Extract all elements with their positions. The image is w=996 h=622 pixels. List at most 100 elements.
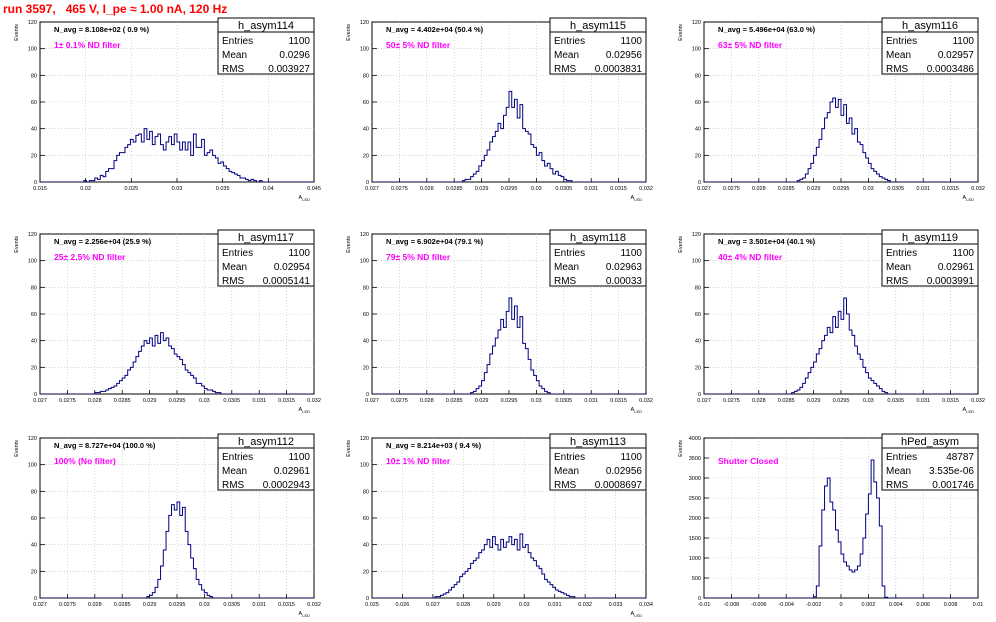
x-tick-label: 0.0275 <box>59 602 76 608</box>
stats-value-rms: 0.0003991 <box>927 276 975 287</box>
stats-label-entries: Entries <box>554 452 585 463</box>
x-axis-label-subscript: LED <box>966 409 974 414</box>
stats-value-rms: 0.003927 <box>268 64 310 75</box>
stats-label-rms: RMS <box>554 480 577 491</box>
x-tick-label: -0.01 <box>698 602 711 608</box>
stats-value-mean: 0.0296 <box>279 50 310 61</box>
y-tick-label: 1000 <box>689 556 701 562</box>
x-tick-label: 0.029 <box>143 398 157 404</box>
x-tick-label: 0.0275 <box>723 186 740 192</box>
histogram-line <box>40 501 314 598</box>
x-tick-label: 0.0295 <box>501 186 518 192</box>
x-axis-label: ALED <box>631 611 643 618</box>
x-axis-label-subscript: LED <box>302 197 310 202</box>
y-tick-label: 40 <box>31 339 37 345</box>
x-tick-label: 0.0285 <box>778 398 795 404</box>
x-tick-label: 0.0285 <box>446 398 463 404</box>
stats-box-name: h_asym114 <box>238 20 294 32</box>
y-tick-label: 20 <box>31 569 37 575</box>
y-tick-label: 60 <box>695 100 701 106</box>
x-tick-label: 0.0275 <box>391 186 408 192</box>
histogram-title: N_avg = 5.496e+04 (63.0 %) <box>718 25 816 34</box>
stats-box-frame <box>217 17 315 75</box>
x-tick-label: 0.03 <box>199 398 210 404</box>
stats-box-name: h_asym117 <box>238 232 294 244</box>
stats-box-frame <box>881 17 979 75</box>
x-tick-label: 0.028 <box>88 398 102 404</box>
stats-box: h_asym117 Entries 1100 Mean 0.02954 RMS 0.0005… <box>217 229 315 287</box>
y-tick-label: 0 <box>698 392 701 398</box>
x-tick-label: -0.002 <box>806 602 822 608</box>
x-tick-label: 0.0305 <box>223 602 240 608</box>
x-tick-label: 0.031 <box>548 602 562 608</box>
x-tick-label: 0.02 <box>80 186 91 192</box>
histogram-line <box>40 128 314 182</box>
x-tick-label: 0.032 <box>971 186 985 192</box>
stats-box-name: h_asym115 <box>570 20 626 32</box>
x-tick-label: 0.031 <box>584 186 598 192</box>
x-tick-label: 0.028 <box>752 186 766 192</box>
filter-annotation: 63± 5% ND filter <box>718 40 783 50</box>
y-tick-label: 20 <box>695 153 701 159</box>
stats-box-frame <box>549 433 647 491</box>
y-tick-label: 40 <box>363 127 369 133</box>
x-tick-label: 0.034 <box>639 602 653 608</box>
stats-label-mean: Mean <box>222 466 247 477</box>
x-tick-label: 0.027 <box>33 398 47 404</box>
filter-annotation: 1± 0.1% ND filter <box>54 40 121 50</box>
x-tick-label: 0.045 <box>307 186 321 192</box>
y-tick-label: 60 <box>363 312 369 318</box>
x-tick-label: 0.03 <box>863 186 874 192</box>
x-tick-label: 0.029 <box>487 602 501 608</box>
x-tick-label: 0 <box>839 602 842 608</box>
x-tick-label: 0.0315 <box>610 398 627 404</box>
stats-value-rms: 0.0003486 <box>927 64 975 75</box>
x-tick-label: 0.028 <box>456 602 470 608</box>
x-tick-label: 0.027 <box>426 602 440 608</box>
y-tick-label: 0 <box>366 596 369 602</box>
y-tick-label: 120 <box>692 232 701 238</box>
filter-annotation: 100% (No filter) <box>54 456 116 466</box>
stats-box: h_asym114 Entries 1100 Mean 0.0296 RMS 0.00392… <box>217 17 315 75</box>
x-tick-label: 0.031 <box>916 186 930 192</box>
histogram-line <box>704 97 978 182</box>
histogram-panel-h_asym116: 0.027 0.0275 0.028 0.0285 0.029 0.0295 0.03 0.0… <box>678 17 985 202</box>
stats-label-rms: RMS <box>886 64 909 75</box>
y-tick-label: 2500 <box>689 496 701 502</box>
y-tick-label: 0 <box>698 596 701 602</box>
x-axis-label-subscript: LED <box>634 409 642 414</box>
stats-box: h_asym115 Entries 1100 Mean 0.02956 RMS 0.0003… <box>549 17 647 75</box>
stats-value-entries: 1100 <box>620 36 642 47</box>
histogram-line <box>704 297 978 394</box>
histogram-title: N_avg = 6.902e+04 (79.1 %) <box>386 237 484 246</box>
stats-label-rms: RMS <box>886 276 909 287</box>
x-tick-label: 0.0315 <box>610 186 627 192</box>
stats-value-entries: 1100 <box>288 248 310 259</box>
y-tick-label: 40 <box>31 543 37 549</box>
stats-box: h_asym112 Entries 1100 Mean 0.02961 RMS 0.0002… <box>217 433 315 491</box>
filter-annotation: 10± 1% ND filter <box>386 456 451 466</box>
y-tick-label: 80 <box>695 73 701 79</box>
y-axis-label: Events <box>14 440 20 457</box>
y-tick-label: 80 <box>695 285 701 291</box>
stats-label-mean: Mean <box>886 50 911 61</box>
filter-annotation: Shutter Closed <box>718 456 778 466</box>
x-tick-label: 0.0305 <box>555 186 572 192</box>
stats-value-rms: 0.00033 <box>606 276 643 287</box>
x-tick-label: 0.03 <box>172 186 183 192</box>
filter-annotation: 40± 4% ND filter <box>718 252 783 262</box>
y-tick-label: 120 <box>28 232 37 238</box>
x-axis-label: ALED <box>299 195 311 202</box>
y-tick-label: 60 <box>31 516 37 522</box>
y-tick-label: 60 <box>31 100 37 106</box>
y-tick-label: 100 <box>28 463 37 469</box>
y-tick-label: 80 <box>363 73 369 79</box>
x-tick-label: 0.01 <box>973 602 984 608</box>
x-tick-label: 0.033 <box>609 602 623 608</box>
filter-annotation: 50± 5% ND filter <box>386 40 451 50</box>
y-tick-label: 100 <box>28 47 37 53</box>
x-tick-label: 0.0295 <box>833 186 850 192</box>
stats-box-frame <box>881 229 979 287</box>
y-tick-label: 60 <box>363 100 369 106</box>
y-tick-label: 80 <box>363 285 369 291</box>
